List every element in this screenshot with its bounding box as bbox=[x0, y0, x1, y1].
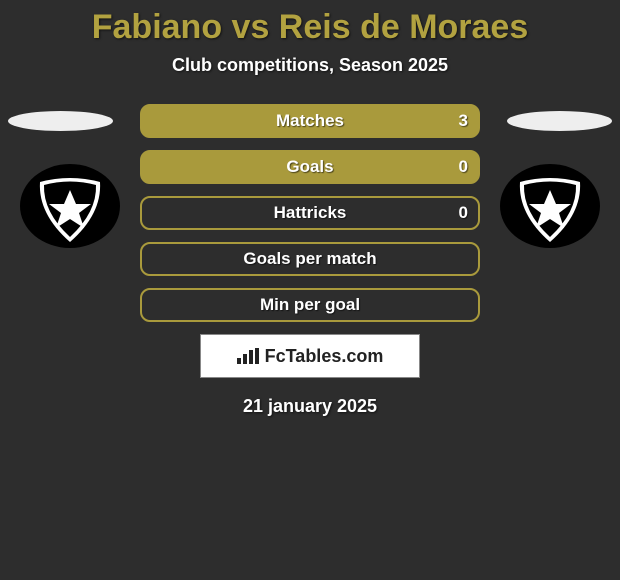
club-badge-left bbox=[20, 164, 120, 249]
stat-value-right: 0 bbox=[459, 157, 468, 177]
stat-label: Matches bbox=[142, 111, 478, 131]
shield-star-icon bbox=[500, 164, 600, 249]
stat-row: Hattricks 0 bbox=[140, 196, 480, 230]
stat-value-right: 3 bbox=[459, 111, 468, 131]
attribution-content: FcTables.com bbox=[237, 346, 384, 367]
stat-row: Goals per match bbox=[140, 242, 480, 276]
stat-label: Goals per match bbox=[142, 249, 478, 269]
stat-rows: Matches 3 Goals 0 Hattricks 0 Goals per … bbox=[140, 104, 480, 322]
club-badge-right bbox=[500, 164, 600, 249]
attribution-text: FcTables.com bbox=[265, 346, 384, 367]
stat-row: Min per goal bbox=[140, 288, 480, 322]
stat-label: Goals bbox=[142, 157, 478, 177]
stat-row: Goals 0 bbox=[140, 150, 480, 184]
stat-value-right: 0 bbox=[459, 203, 468, 223]
stat-label: Hattricks bbox=[142, 203, 478, 223]
stat-row: Matches 3 bbox=[140, 104, 480, 138]
shield-star-icon bbox=[20, 164, 120, 249]
comparison-body: Matches 3 Goals 0 Hattricks 0 Goals per … bbox=[0, 104, 620, 417]
comparison-title: Fabiano vs Reis de Moraes bbox=[0, 0, 620, 47]
bars-icon bbox=[237, 348, 259, 364]
player-right-ellipse bbox=[507, 111, 612, 131]
comparison-date: 21 january 2025 bbox=[0, 396, 620, 417]
comparison-subtitle: Club competitions, Season 2025 bbox=[0, 55, 620, 76]
player-left-ellipse bbox=[8, 111, 113, 131]
attribution-box: FcTables.com bbox=[200, 334, 420, 378]
stat-label: Min per goal bbox=[142, 295, 478, 315]
